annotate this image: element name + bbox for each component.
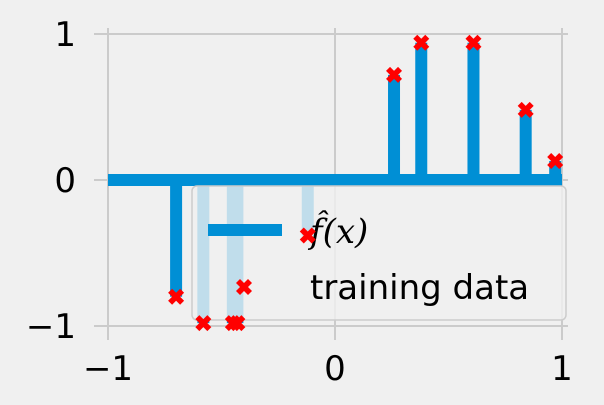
training-data-marker bbox=[547, 153, 564, 170]
training-data-marker bbox=[413, 34, 430, 51]
y-tick-label: −1 bbox=[26, 307, 76, 347]
training-data-markers bbox=[168, 34, 564, 332]
x-tick-label: 0 bbox=[324, 349, 346, 389]
y-tick-label: 1 bbox=[54, 15, 76, 55]
legend-marker-swatch bbox=[236, 279, 252, 295]
x-tick-label: −1 bbox=[83, 349, 133, 389]
training-data-marker bbox=[229, 315, 246, 332]
legend-marker-x bbox=[236, 279, 252, 295]
training-data-marker bbox=[299, 227, 316, 244]
legend: f̂(x) training data bbox=[191, 185, 567, 321]
tick-labels: −1 0 1 −1 0 1 bbox=[26, 15, 573, 389]
training-data-marker bbox=[517, 101, 534, 118]
x-tick-label: 1 bbox=[551, 349, 573, 389]
legend-box bbox=[191, 185, 567, 321]
y-tick-label: 0 bbox=[54, 161, 76, 201]
training-data-marker bbox=[386, 66, 403, 83]
training-data-marker bbox=[168, 288, 185, 305]
axis-ticks bbox=[94, 33, 563, 340]
legend-stem-label: f̂(x) bbox=[307, 210, 368, 252]
training-data-marker bbox=[195, 315, 212, 332]
training-data-marker bbox=[465, 34, 482, 51]
legend-scatter-label: training data bbox=[310, 268, 529, 308]
